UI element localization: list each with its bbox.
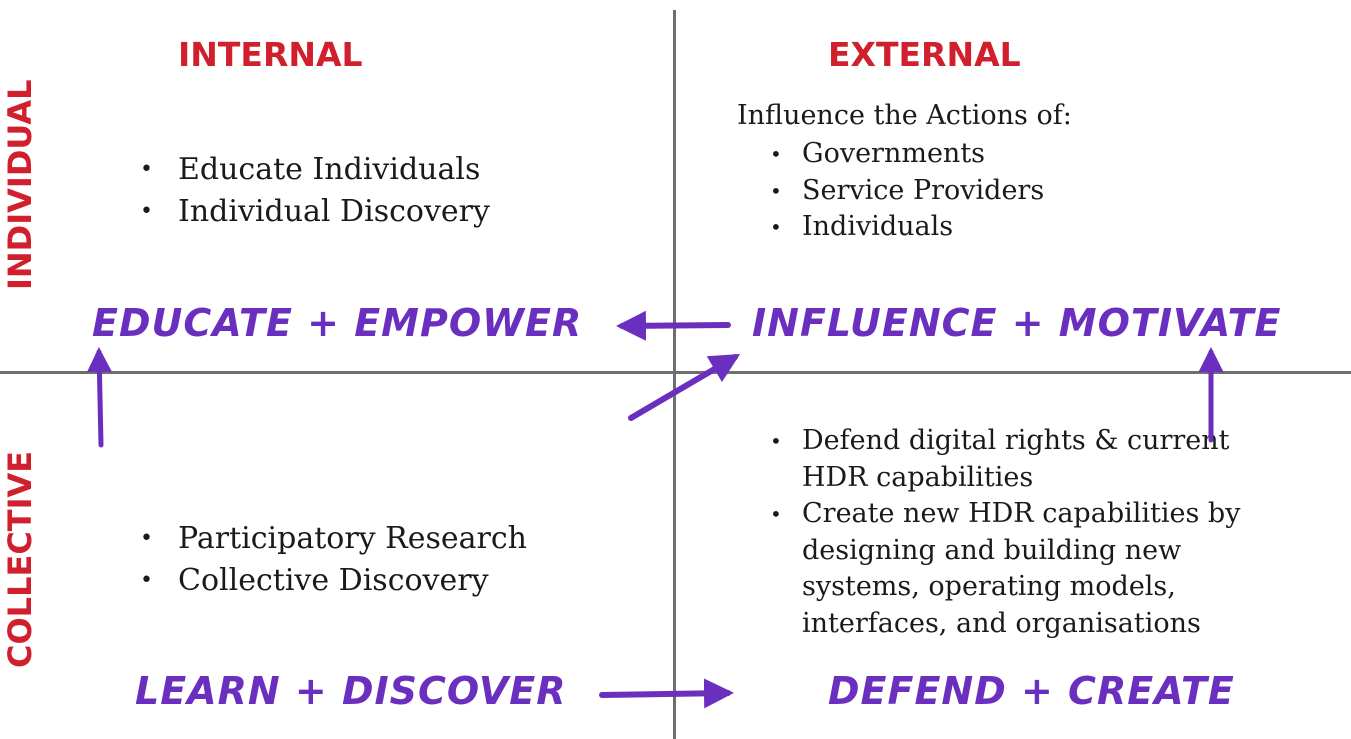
- column-title-internal: INTERNAL: [178, 35, 363, 74]
- bottom-right-bullet-list: Defend digital rights & current HDR capa…: [770, 423, 1270, 642]
- label-influence-motivate: INFLUENCE + MOTIVATE: [752, 301, 1282, 345]
- list-item: Participatory Research: [140, 518, 527, 560]
- list-item: Educate Individuals: [140, 149, 490, 191]
- vertical-axis-line: [673, 10, 676, 739]
- list-item: Service Providers: [770, 173, 1044, 210]
- arrow-learn-to-defend: [599, 678, 734, 709]
- row-title-collective: COLLECTIVE: [1, 450, 39, 668]
- horizontal-axis-line: [0, 371, 1351, 374]
- list-item: Defend digital rights & current HDR capa…: [770, 423, 1270, 496]
- list-item: Governments: [770, 136, 1044, 173]
- label-educate-empower: EDUCATE + EMPOWER: [92, 301, 583, 345]
- column-title-external: EXTERNAL: [828, 35, 1021, 74]
- list-item: Create new HDR capabilities by designing…: [770, 496, 1270, 642]
- top-right-intro-text: Influence the Actions of:: [737, 100, 1072, 131]
- arrow-center-diagonal: [628, 353, 741, 421]
- top-left-bullet-list: Educate Individuals Individual Discovery: [140, 149, 490, 233]
- list-item: Individual Discovery: [140, 191, 490, 233]
- list-item: Collective Discovery: [140, 560, 527, 602]
- label-defend-create: DEFEND + CREATE: [828, 669, 1235, 713]
- top-right-bullet-list: Governments Service Providers Individual…: [770, 136, 1044, 246]
- list-item: Individuals: [770, 209, 1044, 246]
- label-learn-discover: LEARN + DISCOVER: [135, 669, 567, 713]
- row-title-individual: INDIVIDUAL: [1, 79, 39, 290]
- bottom-left-bullet-list: Participatory Research Collective Discov…: [140, 518, 527, 602]
- arrow-learn-to-educate: [86, 347, 112, 448]
